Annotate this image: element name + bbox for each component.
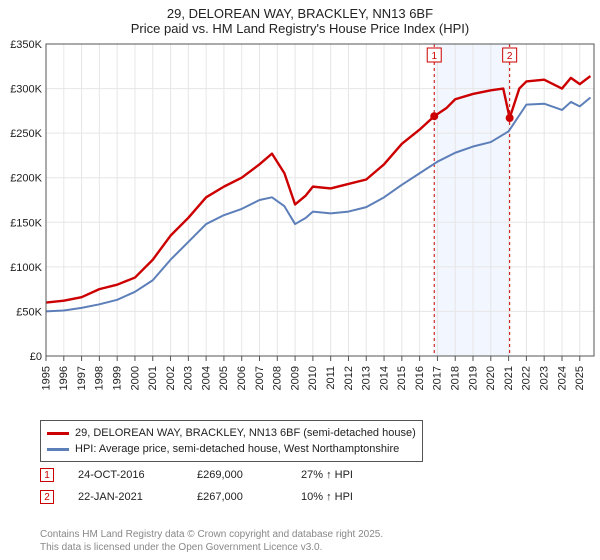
svg-text:2015: 2015 xyxy=(396,366,408,390)
chart-container: £0 £50K £100K £150K £200K £250K £300K £350K 1995… xyxy=(0,40,600,410)
svg-text:2004: 2004 xyxy=(200,366,212,390)
svg-text:2007: 2007 xyxy=(254,366,266,390)
svg-text:2: 2 xyxy=(507,51,513,62)
svg-text:1996: 1996 xyxy=(58,366,70,390)
marker-badge: 1 xyxy=(40,468,54,482)
svg-text:2014: 2014 xyxy=(378,366,390,390)
marker-price: £269,000 xyxy=(197,469,277,481)
svg-text:1998: 1998 xyxy=(94,366,106,390)
svg-text:2021: 2021 xyxy=(503,366,515,390)
svg-text:£350K: £350K xyxy=(10,40,42,51)
svg-text:2001: 2001 xyxy=(147,366,159,390)
svg-text:2009: 2009 xyxy=(289,366,301,390)
marker-pct: 27% ↑ HPI xyxy=(301,469,353,481)
legend: 29, DELOREAN WAY, BRACKLEY, NN13 6BF (se… xyxy=(40,420,423,462)
chart-title-block: 29, DELOREAN WAY, BRACKLEY, NN13 6BF Pri… xyxy=(0,0,600,36)
line-chart: £0 £50K £100K £150K £200K £250K £300K £350K 1995… xyxy=(0,40,600,410)
svg-text:2012: 2012 xyxy=(343,366,355,390)
marker-date: 22-JAN-2021 xyxy=(78,491,173,503)
marker-badge: 2 xyxy=(40,490,54,504)
marker-row: 2 22-JAN-2021 £267,000 10% ↑ HPI xyxy=(40,486,353,508)
title-line-1: 29, DELOREAN WAY, BRACKLEY, NN13 6BF xyxy=(0,6,600,21)
svg-text:2017: 2017 xyxy=(432,366,444,390)
svg-text:2000: 2000 xyxy=(129,366,141,390)
svg-text:2016: 2016 xyxy=(414,366,426,390)
legend-swatch xyxy=(47,448,69,451)
svg-text:1995: 1995 xyxy=(40,366,52,390)
legend-row: HPI: Average price, semi-detached house,… xyxy=(47,441,416,457)
svg-text:2019: 2019 xyxy=(467,366,479,390)
svg-text:1997: 1997 xyxy=(76,366,88,390)
svg-text:2005: 2005 xyxy=(218,366,230,390)
legend-label: 29, DELOREAN WAY, BRACKLEY, NN13 6BF (se… xyxy=(75,427,416,439)
footer-line-2: This data is licensed under the Open Gov… xyxy=(40,541,590,554)
svg-text:2006: 2006 xyxy=(236,366,248,390)
svg-text:2023: 2023 xyxy=(538,366,550,390)
svg-text:£150K: £150K xyxy=(10,217,42,229)
svg-text:£0: £0 xyxy=(30,351,42,363)
svg-text:2022: 2022 xyxy=(521,366,533,390)
marker-pct: 10% ↑ HPI xyxy=(301,491,353,503)
svg-text:2010: 2010 xyxy=(307,366,319,390)
footer-line-1: Contains HM Land Registry data © Crown c… xyxy=(40,528,590,541)
title-line-2: Price paid vs. HM Land Registry's House … xyxy=(0,21,600,36)
svg-text:£100K: £100K xyxy=(10,262,42,274)
svg-text:£300K: £300K xyxy=(10,84,42,96)
svg-text:£250K: £250K xyxy=(10,128,42,140)
marker-row: 1 24-OCT-2016 £269,000 27% ↑ HPI xyxy=(40,464,353,486)
marker-table: 1 24-OCT-2016 £269,000 27% ↑ HPI 2 22-JA… xyxy=(40,464,353,508)
svg-text:2003: 2003 xyxy=(183,366,195,390)
svg-text:2011: 2011 xyxy=(325,366,337,390)
svg-text:1999: 1999 xyxy=(111,366,123,390)
marker-date: 24-OCT-2016 xyxy=(78,469,173,481)
svg-text:2024: 2024 xyxy=(556,366,568,390)
svg-text:1: 1 xyxy=(431,51,437,62)
svg-text:2008: 2008 xyxy=(272,366,284,390)
svg-text:2020: 2020 xyxy=(485,366,497,390)
legend-row: 29, DELOREAN WAY, BRACKLEY, NN13 6BF (se… xyxy=(47,425,416,441)
svg-text:2013: 2013 xyxy=(361,366,373,390)
svg-text:£200K: £200K xyxy=(10,173,42,185)
legend-label: HPI: Average price, semi-detached house,… xyxy=(75,443,399,455)
svg-text:2002: 2002 xyxy=(165,366,177,390)
svg-text:2018: 2018 xyxy=(450,366,462,390)
footer-attribution: Contains HM Land Registry data © Crown c… xyxy=(40,528,590,554)
legend-swatch xyxy=(47,432,69,435)
marker-price: £267,000 xyxy=(197,491,277,503)
svg-text:£50K: £50K xyxy=(16,306,42,318)
svg-text:2025: 2025 xyxy=(574,366,586,390)
